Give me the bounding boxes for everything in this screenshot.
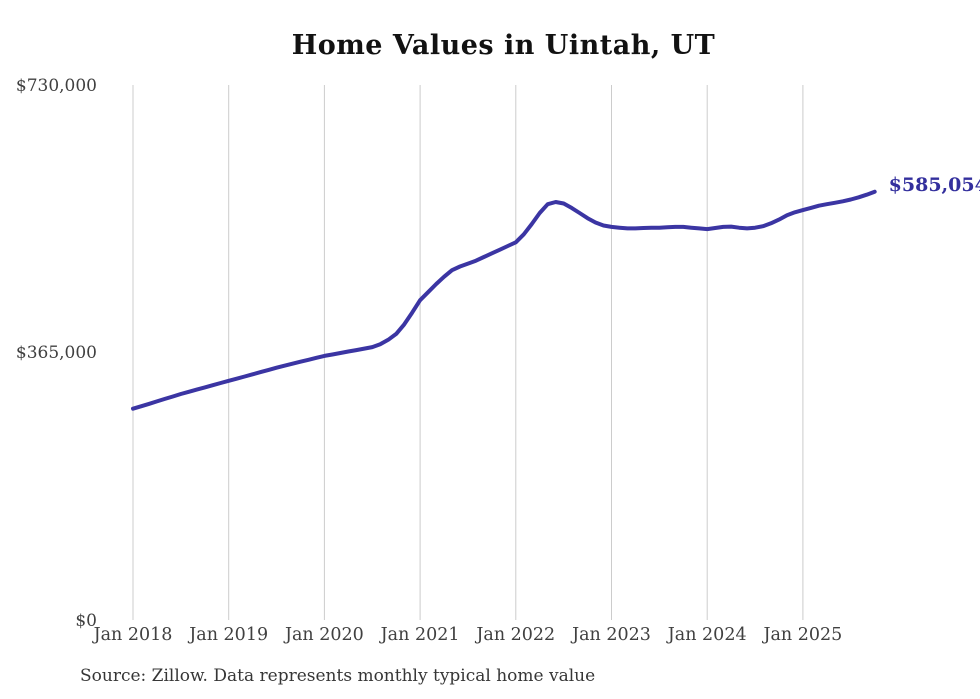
source-note: Source: Zillow. Data represents monthly … (80, 666, 596, 686)
x-tick-label: Jan 2018 (93, 625, 173, 645)
x-tick-label: Jan 2019 (189, 625, 269, 645)
y-tick-label: $730,000 (15, 75, 97, 96)
chart-title: Home Values in Uintah, UT (291, 30, 716, 61)
x-tick-label: Jan 2025 (763, 625, 843, 645)
home-value-series-line (131, 189, 877, 411)
x-tick-label: Jan 2023 (572, 625, 651, 645)
latest-value-label: $585,054 (888, 173, 980, 196)
x-tick-label: Jan 2024 (667, 625, 747, 645)
y-tick-label: $0 (75, 610, 97, 631)
y-tick-label: $365,000 (15, 343, 97, 363)
x-tick-label: Jan 2022 (476, 625, 556, 645)
x-tick-label: Jan 2021 (380, 625, 460, 645)
vertical-gridlines (132, 85, 804, 620)
x-tick-label: Jan 2020 (284, 625, 364, 645)
